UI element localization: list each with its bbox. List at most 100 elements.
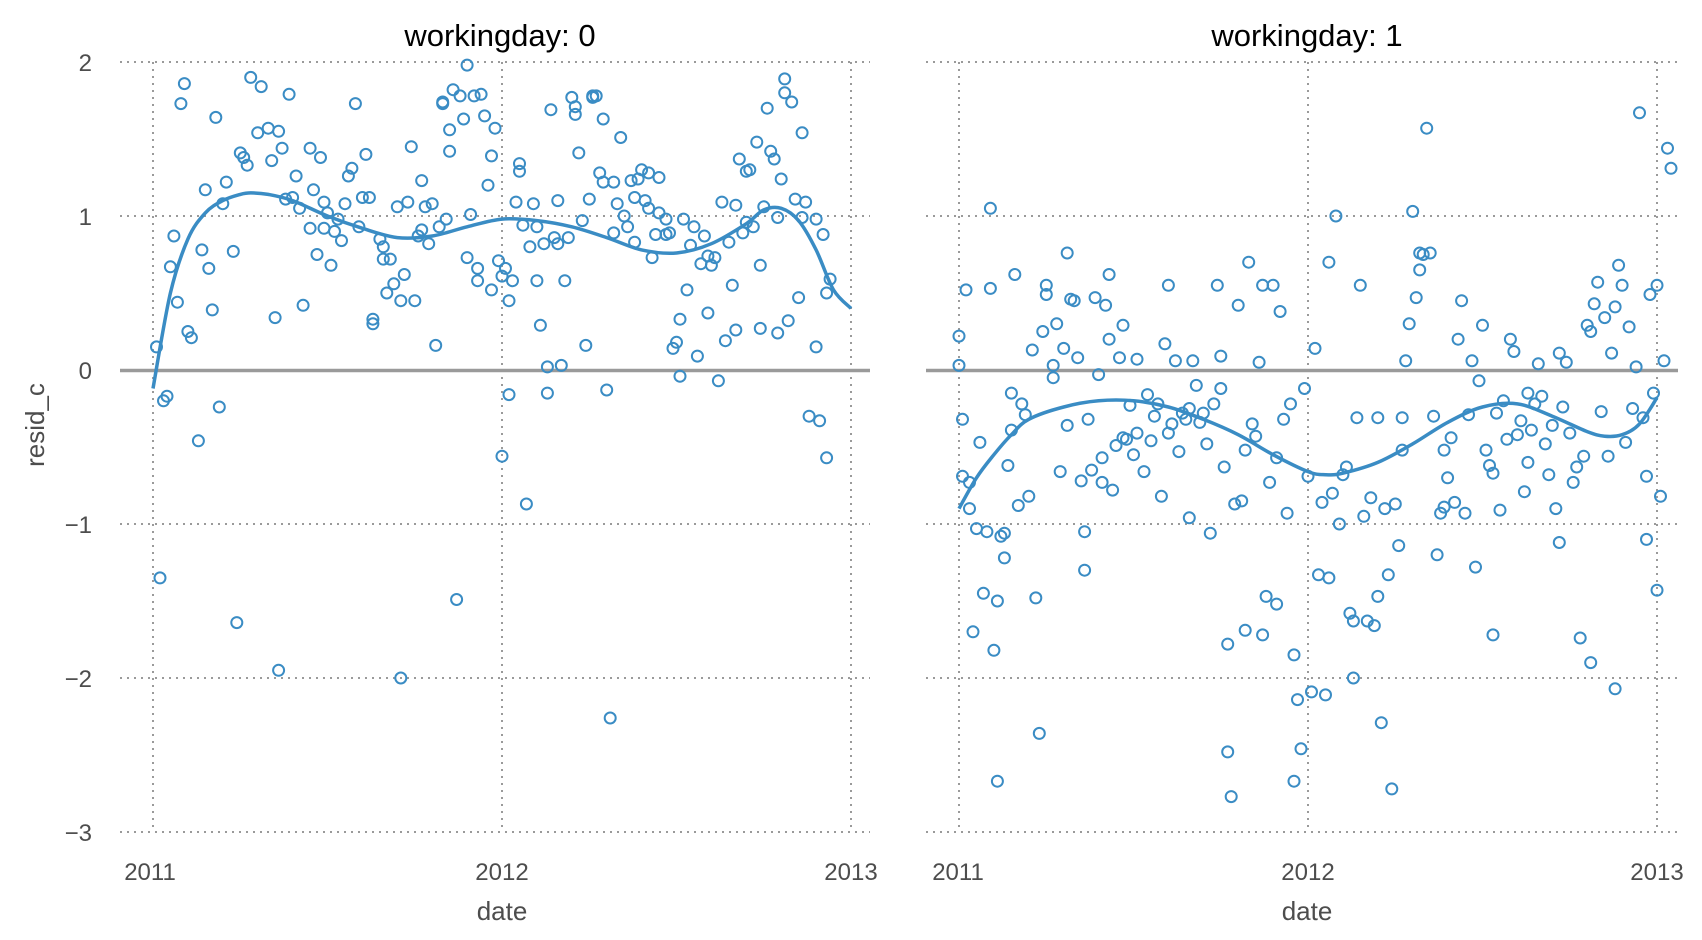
data-point [1221, 745, 1235, 759]
data-point [1371, 411, 1385, 425]
data-point [638, 194, 652, 208]
data-point [746, 220, 760, 234]
data-point [184, 331, 198, 345]
data-point [610, 197, 624, 211]
data-point [282, 87, 296, 101]
data-point [1130, 352, 1144, 366]
data-point [289, 169, 303, 183]
data-point [558, 274, 572, 288]
data-point [642, 166, 656, 180]
data-point [1172, 445, 1186, 459]
data-point [443, 144, 457, 158]
data-point [1381, 568, 1395, 582]
x-tick-label: 2012 [1281, 859, 1334, 886]
x-ticks-1: 2011 2012 2013 [932, 859, 1684, 886]
data-point [1437, 443, 1451, 457]
data-point [767, 152, 781, 166]
data-point [1277, 412, 1291, 426]
data-point [990, 594, 1004, 608]
data-point [1001, 459, 1015, 472]
data-point [341, 169, 355, 183]
data-point [1483, 459, 1496, 472]
data-point [1650, 583, 1664, 597]
data-point [1298, 382, 1311, 395]
data-point [1322, 255, 1336, 269]
data-point [1308, 341, 1322, 355]
data-point [540, 386, 554, 400]
data-point [1078, 525, 1092, 539]
data-point [554, 358, 568, 372]
data-point [453, 89, 467, 103]
data-point [718, 334, 732, 348]
data-point [464, 208, 478, 221]
data-point [1584, 325, 1598, 338]
data-point [1633, 106, 1646, 120]
data-point [1060, 246, 1074, 260]
data-point [778, 72, 792, 86]
x-axis-label-1: date [1282, 896, 1333, 926]
data-point [544, 103, 558, 117]
data-point [1517, 485, 1531, 499]
data-point [177, 77, 191, 91]
data-point [240, 158, 254, 172]
data-point [551, 194, 565, 208]
data-point [1074, 474, 1088, 488]
data-point [1305, 685, 1318, 699]
data-point [1409, 291, 1423, 305]
data-point [502, 294, 516, 308]
data-point [230, 616, 244, 630]
data-point [1598, 311, 1612, 325]
data-point [1109, 439, 1123, 452]
data-point [1441, 471, 1455, 485]
data-point [1535, 389, 1549, 403]
data-point [1165, 417, 1179, 431]
data-point [1004, 386, 1018, 400]
data-point [802, 409, 816, 423]
data-point [551, 237, 565, 251]
data-point [635, 163, 649, 177]
y-tick-label: −2 [65, 666, 92, 693]
data-point [1158, 337, 1172, 351]
data-point [1200, 437, 1214, 451]
data-point [764, 144, 778, 158]
data-point [614, 131, 628, 144]
data-point [394, 671, 408, 685]
data-point [1458, 506, 1472, 520]
data-point [1095, 451, 1109, 465]
data-point [753, 321, 767, 335]
data-point [994, 529, 1008, 543]
data-point [303, 221, 317, 235]
data-point [425, 197, 439, 211]
data-point [296, 298, 310, 312]
data-point [460, 58, 474, 72]
data-point [317, 221, 331, 235]
data-point [1039, 278, 1053, 292]
data-point [202, 261, 216, 275]
data-point [1280, 506, 1294, 520]
data-point [523, 240, 537, 254]
data-point [820, 286, 834, 300]
data-point [642, 201, 656, 215]
data-point [387, 277, 401, 291]
data-point [310, 248, 324, 261]
data-point [1587, 297, 1601, 311]
data-point [1332, 517, 1346, 531]
data-point [1605, 346, 1619, 360]
data-point [1106, 483, 1120, 497]
data-point [956, 412, 969, 426]
data-point [205, 303, 219, 317]
data-point [792, 291, 806, 305]
data-point [1312, 568, 1325, 582]
data-point [450, 593, 464, 606]
data-point [743, 163, 757, 177]
y-tick-label: 0 [79, 358, 92, 385]
data-point [1113, 351, 1126, 365]
data-point [1210, 278, 1224, 292]
data-point [1294, 742, 1308, 756]
data-point [1127, 448, 1140, 462]
data-point [607, 226, 621, 240]
data-point [212, 400, 226, 414]
data-point [170, 295, 184, 309]
data-point [307, 183, 320, 197]
data-point [1545, 418, 1559, 432]
